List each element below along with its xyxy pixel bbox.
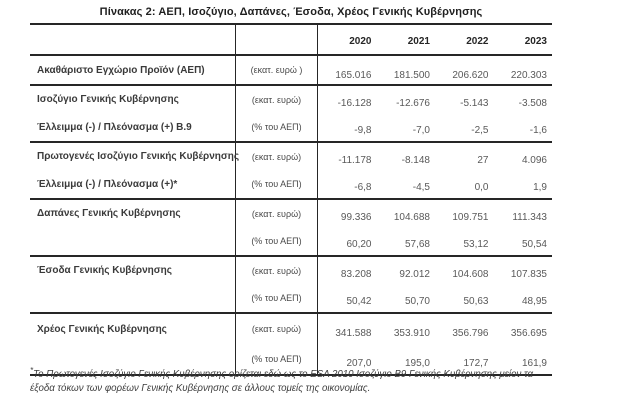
row-unit: (% του ΑΕΠ): [236, 227, 318, 255]
cell-value: -6,8: [354, 182, 372, 193]
cell-value: 195,0: [404, 358, 430, 369]
table-footnote: *Το Πρωτογενές Ισοζύγιο Γενικής Κυβέρνησ…: [30, 364, 550, 396]
table-row-group: Δαπάνες Γενικής Κυβέρνησης (εκατ. ευρώ) 99…: [30, 198, 552, 255]
cell-value: 99.336: [340, 211, 372, 223]
cell-value: -12.676: [396, 97, 430, 109]
cell-value: 92.012: [399, 268, 430, 280]
row-label: Έλλειμμα (-) / Πλεόνασμα (+) Β.9: [30, 113, 236, 141]
row-label: Χρέος Γενικής Κυβέρνησης: [30, 314, 236, 344]
cell-value: 104.608: [452, 268, 489, 280]
row-label: Έλλειμμα (-) / Πλεόνασμα (+)*: [30, 170, 236, 198]
cell-value: 50,70: [404, 296, 430, 307]
cell-value: 48,95: [521, 296, 547, 307]
cell-value: 165.016: [335, 70, 372, 81]
cell-value: 207,0: [346, 358, 372, 369]
cell-value: -4,5: [412, 182, 430, 193]
row-label: [30, 344, 236, 374]
row-label: Δαπάνες Γενικής Κυβέρνησης: [30, 200, 236, 228]
row-label: [30, 284, 236, 312]
table: 2020 2021 2022 2023 Ακαθάριστο Εγχώριο Προϊό…: [30, 23, 552, 376]
cell-value: 104.688: [393, 211, 430, 223]
cell-value: 341.588: [335, 328, 372, 339]
cell-value: -16.128: [337, 97, 372, 109]
year-header: 2020: [349, 36, 372, 47]
cell-value: -11.178: [338, 154, 372, 166]
footnote-text: Το Πρωτογενές Ισοζύγιο Γενικής Κυβέρνηση…: [30, 369, 534, 395]
cell-value: 50,63: [463, 296, 489, 307]
cell-value: -5.143: [460, 97, 489, 109]
row-label: Έσοδα Γενικής Κυβέρνησης: [30, 257, 236, 285]
cell-value: 60,20: [346, 239, 372, 250]
cell-value: -7,0: [412, 125, 430, 136]
year-header: 2021: [407, 36, 430, 47]
cell-value: 1,9: [533, 182, 547, 193]
row-label: Πρωτογενές Ισοζύγιο Γενικής Κυβέρνησης: [30, 143, 239, 171]
row-unit: (εκατ. ευρώ): [236, 314, 318, 344]
cell-value: 0,0: [474, 182, 489, 193]
row-unit: (εκατ. ευρώ): [236, 86, 318, 114]
row-label: Ισοζύγιο Γενικής Κυβέρνησης: [30, 86, 236, 114]
row-unit: (% του ΑΕΠ): [236, 284, 318, 312]
cell-value: 172,7: [463, 358, 489, 369]
row-unit: (% του ΑΕΠ): [236, 344, 318, 374]
cell-value: 353.910: [393, 328, 430, 339]
cell-value: -2,5: [471, 125, 489, 136]
table-row-group: 2020 2021 2022 2023: [30, 23, 552, 54]
cell-value: 220.303: [510, 70, 547, 81]
header-empty-label-cell: [30, 25, 236, 54]
table-row-group: Χρέος Γενικής Κυβέρνησης (εκατ. ευρώ) 341.…: [30, 312, 552, 374]
year-header: 2022: [466, 36, 489, 47]
cell-value: 356.796: [452, 328, 489, 339]
cell-value: 206.620: [452, 70, 489, 81]
cell-value: 356.695: [510, 328, 547, 339]
table-row-group: Ακαθάριστο Εγχώριο Προϊόν (ΑΕΠ) (εκατ. ευ…: [30, 54, 552, 84]
row-unit: (εκατ. ευρώ): [236, 200, 318, 228]
cell-value: 111.343: [512, 211, 547, 223]
row-unit: (εκατ. ευρώ): [236, 143, 318, 171]
cell-value: 83.208: [340, 268, 372, 280]
header-empty-unit-cell: [236, 25, 318, 54]
cell-value: 50,54: [521, 239, 547, 250]
footnote-asterisk: *: [30, 366, 34, 375]
year-header: 2023: [524, 36, 547, 47]
cell-value: 57,68: [404, 239, 430, 250]
table-title: Πίνακας 2: ΑΕΠ, Ισοζύγιο, Δαπάνες, Έσοδα…: [99, 6, 483, 18]
cell-value: 27: [477, 154, 489, 166]
table-row-group: Ισοζύγιο Γενικής Κυβέρνησης (εκατ. ευρώ) -…: [30, 84, 552, 141]
cell-value: 4.096: [521, 154, 547, 166]
row-label: [30, 227, 236, 255]
row-unit: (% του ΑΕΠ): [236, 170, 318, 198]
row-label: Ακαθάριστο Εγχώριο Προϊόν (ΑΕΠ): [30, 56, 236, 84]
cell-value: 53,12: [463, 239, 489, 250]
cell-value: -8.148: [401, 154, 430, 166]
row-unit: (εκατ. ευρώ ): [236, 56, 318, 84]
cell-value: -3.508: [518, 97, 547, 109]
row-unit: (% του ΑΕΠ): [236, 113, 318, 141]
cell-value: -9,8: [354, 125, 372, 136]
row-unit: (εκατ. ευρώ): [236, 257, 318, 285]
cell-value: 50,42: [346, 296, 372, 307]
cell-value: -1,6: [529, 125, 547, 136]
cell-value: 107.835: [510, 268, 547, 280]
cell-value: 109.751: [452, 211, 489, 223]
cell-value: 181.500: [393, 70, 430, 81]
table-row-group: Πρωτογενές Ισοζύγιο Γενικής Κυβέρνησης (ε…: [30, 141, 552, 198]
table-row-group: Έσοδα Γενικής Κυβέρνησης (εκατ. ευρώ) 83.2…: [30, 255, 552, 312]
cell-value: 161,9: [521, 358, 547, 369]
